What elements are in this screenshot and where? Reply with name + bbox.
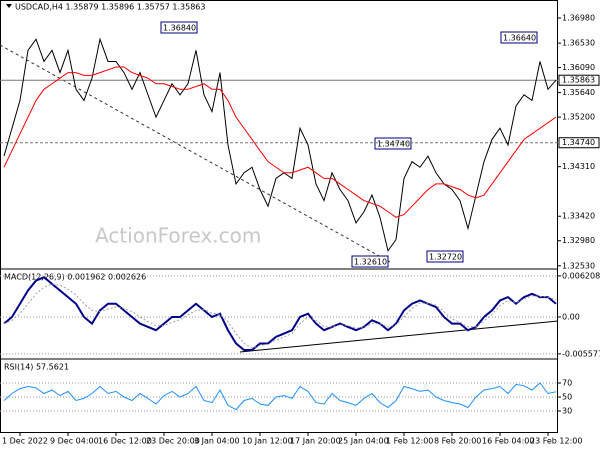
x-tick-label: 1 Feb 12:00 (386, 437, 433, 446)
annotation-box (160, 21, 198, 34)
y-tick-label: 1.36980 (562, 14, 595, 23)
y-tick-label: 1.36530 (562, 39, 595, 48)
y-tick-label: 1.35640 (562, 88, 595, 97)
macd-title: MACD(12,26,9) 0.001962 0.002626 (4, 273, 146, 282)
watermark: ActionForex.com (95, 224, 261, 248)
x-tick-label: 3 Jan 04:00 (194, 437, 240, 446)
annotation-label: 1.36640 (503, 34, 536, 43)
trend-line (0, 44, 391, 263)
trend-line (239, 320, 559, 353)
y-tick-label: 1.35200 (562, 113, 595, 122)
annotation: 1.36840 1.36640 1.34740 1.32610 1.32720 (160, 21, 538, 268)
series-line (3, 382, 557, 411)
series-line (3, 283, 557, 349)
annotation-box (351, 255, 389, 268)
level-label: 1.35863 (562, 76, 595, 85)
y-tick-label: 1.32530 (562, 261, 595, 270)
x-tick-label: 16 Feb 04:00 (482, 437, 534, 446)
level-label: 1.34740 (562, 138, 595, 147)
y-tick-label: 50 (562, 393, 572, 402)
y-tick-label: 30 (562, 407, 572, 416)
y-tick-label: -0.005577 (562, 349, 600, 358)
series-line (3, 66, 557, 218)
annotation-label: 1.32720 (429, 253, 462, 262)
x-tick-label: 25 Jan 04:00 (338, 437, 389, 446)
y-tick-label: 0.00 (562, 312, 580, 321)
chart-title: USDCAD,H4 1.35879 1.35896 1.35757 1.3586… (15, 3, 205, 12)
y-tick-label: 1.36090 (562, 63, 595, 72)
annotation-box (500, 31, 538, 44)
x-tick-label: 17 Jan 20:00 (290, 437, 341, 446)
y-tick-label: 1.34310 (562, 162, 595, 171)
annotation-box (426, 250, 464, 263)
level-box (558, 74, 600, 86)
x-tick-label: 9 Dec 04:00 (50, 437, 99, 446)
y-tick-label: 70 (562, 379, 572, 388)
series-line (3, 276, 557, 352)
annotation-label: 1.36840 (163, 24, 196, 33)
annotation-label: 1.34740 (377, 140, 410, 149)
frame (0, 0, 558, 433)
rsi-title: RSI(14) 57.5621 (4, 363, 69, 372)
x-tick-label: 1 Dec 2022 (2, 437, 48, 446)
x-tick-label: 10 Jan 12:00 (242, 437, 293, 446)
series-line (3, 37, 557, 252)
y-tick-label: 1.33420 (562, 212, 595, 221)
y-tick-label: 1.32980 (562, 236, 595, 245)
level-box (558, 137, 600, 149)
y-tick-label: 0.006208 (562, 271, 600, 280)
x-tick-label: 23 Dec 20:00 (146, 437, 200, 446)
annotation-box (374, 137, 412, 150)
menu-arrow (6, 4, 12, 8)
x-tick-label: 8 Feb 20:00 (434, 437, 481, 446)
x-tick-label: 23 Feb 12:00 (530, 437, 582, 446)
annotation-label: 1.32610 (354, 258, 387, 267)
x-tick-label: 16 Dec 12:00 (98, 437, 152, 446)
